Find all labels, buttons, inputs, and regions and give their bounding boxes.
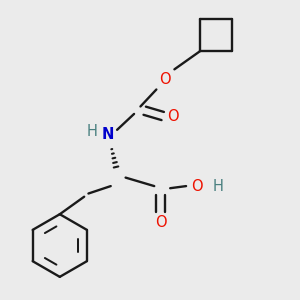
Text: O: O (167, 109, 179, 124)
Text: O: O (191, 178, 203, 194)
Text: O: O (159, 72, 171, 87)
Text: H: H (87, 124, 98, 140)
Text: H: H (212, 178, 224, 194)
Text: O: O (155, 215, 167, 230)
Text: N: N (101, 127, 114, 142)
